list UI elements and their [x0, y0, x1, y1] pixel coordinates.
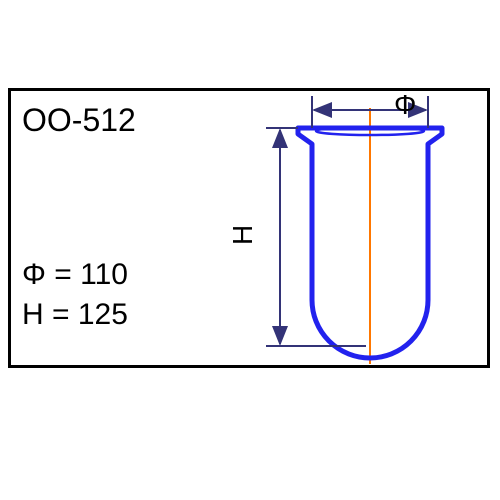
svg-text:H: H [227, 225, 258, 245]
technical-drawing: ΦH [0, 0, 500, 500]
svg-text:Φ: Φ [394, 89, 416, 120]
